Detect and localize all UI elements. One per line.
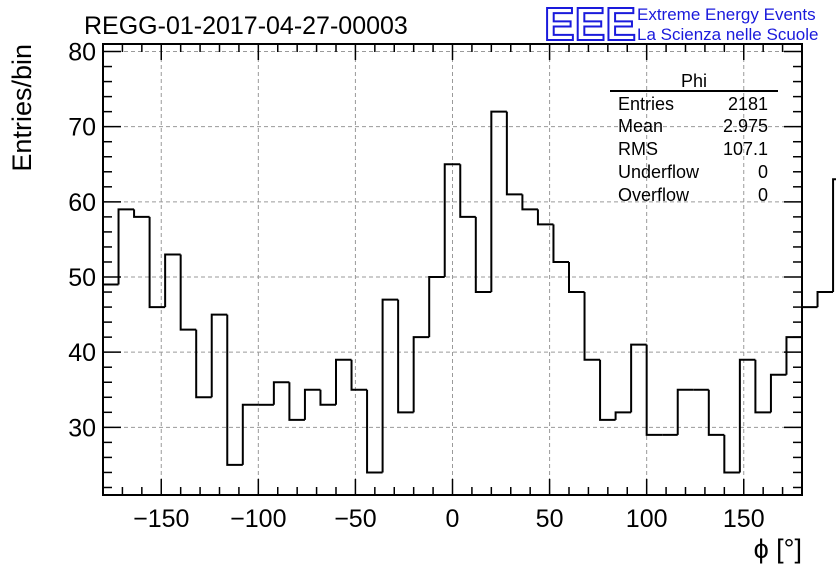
histogram-bin [785, 336, 802, 375]
histogram-bin [241, 403, 259, 465]
stats-value-entries: 2181 [728, 94, 768, 114]
histogram-bin [816, 291, 834, 308]
eee-logo: EEE Extreme Energy Events La Scienza nel… [543, 0, 818, 51]
histogram-bin [568, 261, 585, 294]
y-tick-label: 70 [68, 114, 96, 142]
histogram-bars [102, 110, 836, 495]
y-tick-label: 40 [68, 339, 96, 367]
histogram-bin [102, 283, 119, 495]
x-tick-label: 50 [536, 505, 564, 533]
x-tick-label: −150 [133, 505, 189, 533]
histogram-bin [536, 209, 554, 226]
histogram-bin [443, 163, 461, 278]
chart-title: REGG-01-2017-04-27-00003 [84, 12, 408, 40]
stats-label-underflow: Underflow [618, 162, 700, 182]
x-axis-label: ϕ [°] [754, 534, 802, 564]
stats-label-mean: Mean [618, 116, 663, 136]
y-axis-label: Entries/bin [7, 44, 37, 172]
histogram-bin [428, 276, 445, 338]
stats-title: Phi [681, 71, 707, 91]
stats-label-entries: Entries [618, 94, 674, 114]
y-tick-label: 30 [68, 414, 96, 442]
stats-value-underflow: 0 [758, 162, 768, 182]
histogram-bin [521, 194, 538, 211]
grid-lines [103, 44, 802, 495]
histogram-bin [676, 388, 694, 435]
histogram-bin [288, 382, 305, 421]
histogram-bin [738, 358, 756, 473]
x-tick-label: −100 [230, 505, 286, 533]
histogram-bin [630, 343, 647, 413]
histogram-bin [148, 216, 166, 309]
histogram-bin [583, 292, 601, 361]
histogram-bin [210, 313, 228, 398]
histogram-bin [335, 358, 352, 405]
histogram-bin [164, 253, 181, 308]
x-tick-label: 100 [626, 505, 668, 533]
histogram-bin [381, 298, 399, 473]
histogram-bin [179, 254, 197, 331]
histogram-bin [769, 373, 787, 413]
histogram-bin [707, 389, 725, 436]
histogram-bin [490, 110, 507, 293]
stats-value-rms: 107.1 [723, 139, 768, 159]
histogram-bin [226, 314, 243, 466]
x-axis-ticks: −150 −100 −50 0 50 100 150 [121, 44, 784, 533]
histogram-bin [505, 111, 523, 196]
stats-box: Phi Entries 2181 Mean 2.975 RMS 107.1 Un… [610, 71, 778, 205]
histogram-bin [303, 388, 321, 420]
y-tick-label: 60 [68, 189, 96, 217]
histogram-bin [366, 389, 383, 474]
x-tick-label: 0 [446, 505, 460, 533]
histogram-bin [801, 306, 818, 338]
histogram-bin [645, 344, 663, 436]
stats-value-overflow: 0 [758, 185, 768, 205]
histogram-bin [133, 209, 150, 218]
histogram-bin [599, 359, 616, 421]
x-tick-label: −50 [334, 505, 376, 533]
histogram-bin [319, 389, 336, 406]
stats-label-rms: RMS [618, 139, 658, 159]
histogram-bin [474, 216, 492, 294]
histogram-bin [614, 411, 632, 420]
stats-label-overflow: Overflow [618, 185, 690, 205]
y-axis-ticks: 30 40 50 60 70 80 [68, 39, 802, 489]
logo-line-2: La Scienza nelle Scuole [637, 25, 818, 44]
stats-value-mean: 2.975 [723, 116, 768, 136]
histogram-bin [117, 208, 135, 285]
histogram-bin [754, 359, 771, 414]
histogram-bin [397, 299, 414, 414]
y-tick-label: 80 [68, 39, 96, 67]
y-tick-label: 50 [68, 264, 96, 292]
eee-logo-mark: EEE [544, 0, 636, 50]
histogram-bin [723, 434, 740, 474]
histogram-bin [832, 178, 836, 293]
histogram-bin [272, 381, 290, 405]
histogram-bin [195, 329, 212, 399]
histogram-bin [459, 164, 476, 218]
histogram-bin [350, 359, 368, 391]
x-tick-label: 150 [723, 505, 765, 533]
histogram-bin [412, 336, 430, 413]
logo-line-1: Extreme Energy Events [637, 5, 816, 24]
histogram-bin [552, 224, 569, 263]
